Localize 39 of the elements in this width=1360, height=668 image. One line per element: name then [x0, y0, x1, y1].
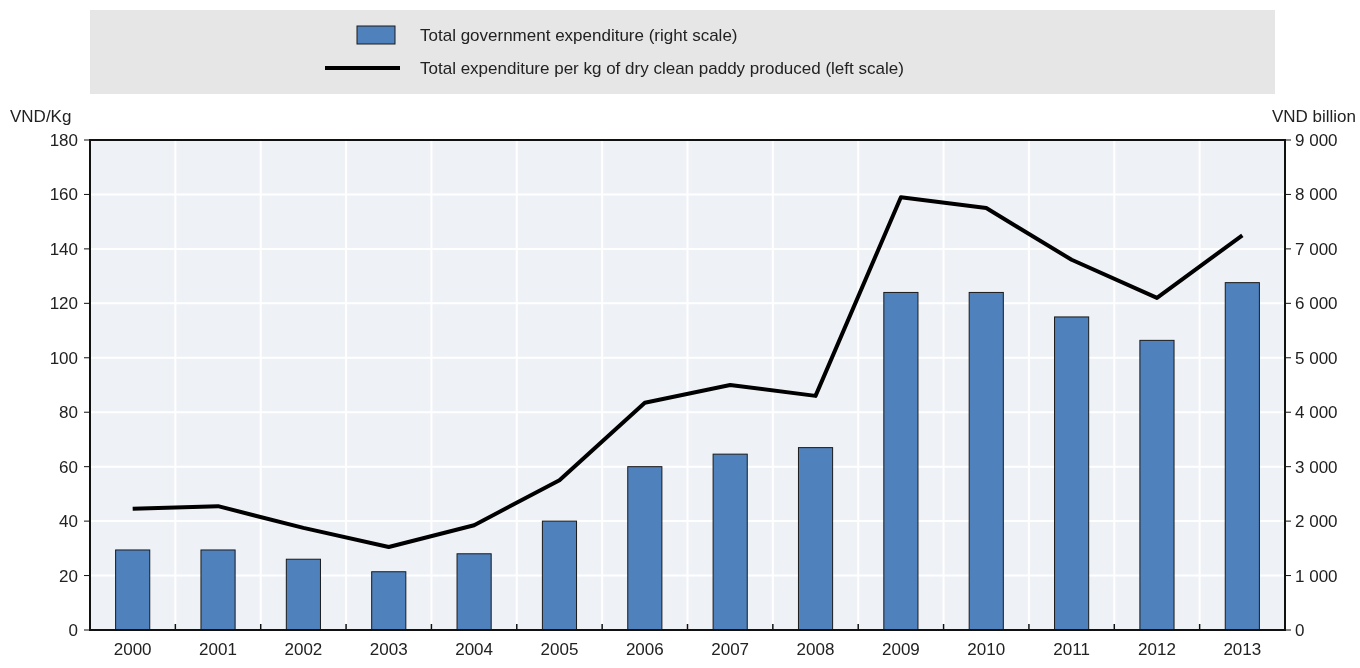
y2-tick-label: 8 000	[1295, 185, 1338, 205]
y2-axis-title: VND billion	[1271, 107, 1356, 126]
y2-tick-label: 6 000	[1295, 294, 1338, 314]
line-series	[130, 195, 1245, 549]
x-tick-label: 2005	[540, 640, 579, 659]
y-tick-label: 0	[68, 621, 78, 640]
x-tick-label: 2002	[284, 640, 323, 659]
x-tick-label: 2011	[1053, 640, 1090, 659]
x-tick-label: 2008	[796, 640, 835, 659]
y2-tick-label: 9 000	[1295, 131, 1338, 150]
y-tick-label: 180	[49, 131, 78, 150]
y-tick-label: 140	[49, 239, 78, 259]
x-tick-label: 2001	[199, 640, 237, 659]
x-tick-label: 2004	[455, 640, 494, 659]
y2-tick-label: 7 000	[1295, 239, 1338, 259]
y2-tick-label: 2 000	[1295, 512, 1338, 532]
x-tick-label: 2000	[113, 640, 152, 659]
y-tick-label: 20	[59, 566, 78, 586]
x-tick-label: 2007	[711, 640, 750, 659]
x-tick-label: 2009	[881, 640, 920, 659]
y2-tick-label: 5 000	[1295, 348, 1338, 368]
y-tick-label: 120	[49, 294, 78, 314]
legend-label: Total expenditure per kg of dry clean paddy produced (left scale)	[420, 59, 904, 78]
y2-tick-label: 1 000	[1295, 566, 1338, 586]
x-tick-label: 2013	[1223, 640, 1262, 659]
x-tick-label: 2003	[369, 640, 408, 659]
y-tick-label: 60	[59, 457, 78, 477]
x-tick-label: 2012	[1138, 640, 1176, 659]
y2-tick-label: 3 000	[1295, 457, 1338, 477]
y-tick-label: 80	[59, 403, 78, 423]
y-tick-label: 160	[49, 185, 78, 205]
x-tick-label: 2010	[967, 640, 1006, 659]
y-axis-title: VND/Kg	[10, 107, 72, 126]
y2-tick-label: 0	[1295, 621, 1305, 640]
y-tick-label: 100	[49, 348, 78, 368]
y2-tick-label: 4 000	[1295, 403, 1338, 423]
x-tick-label: 2006	[625, 640, 664, 659]
y-tick-label: 40	[59, 512, 78, 532]
legend-label: Total government expenditure (right scale)	[420, 26, 738, 45]
